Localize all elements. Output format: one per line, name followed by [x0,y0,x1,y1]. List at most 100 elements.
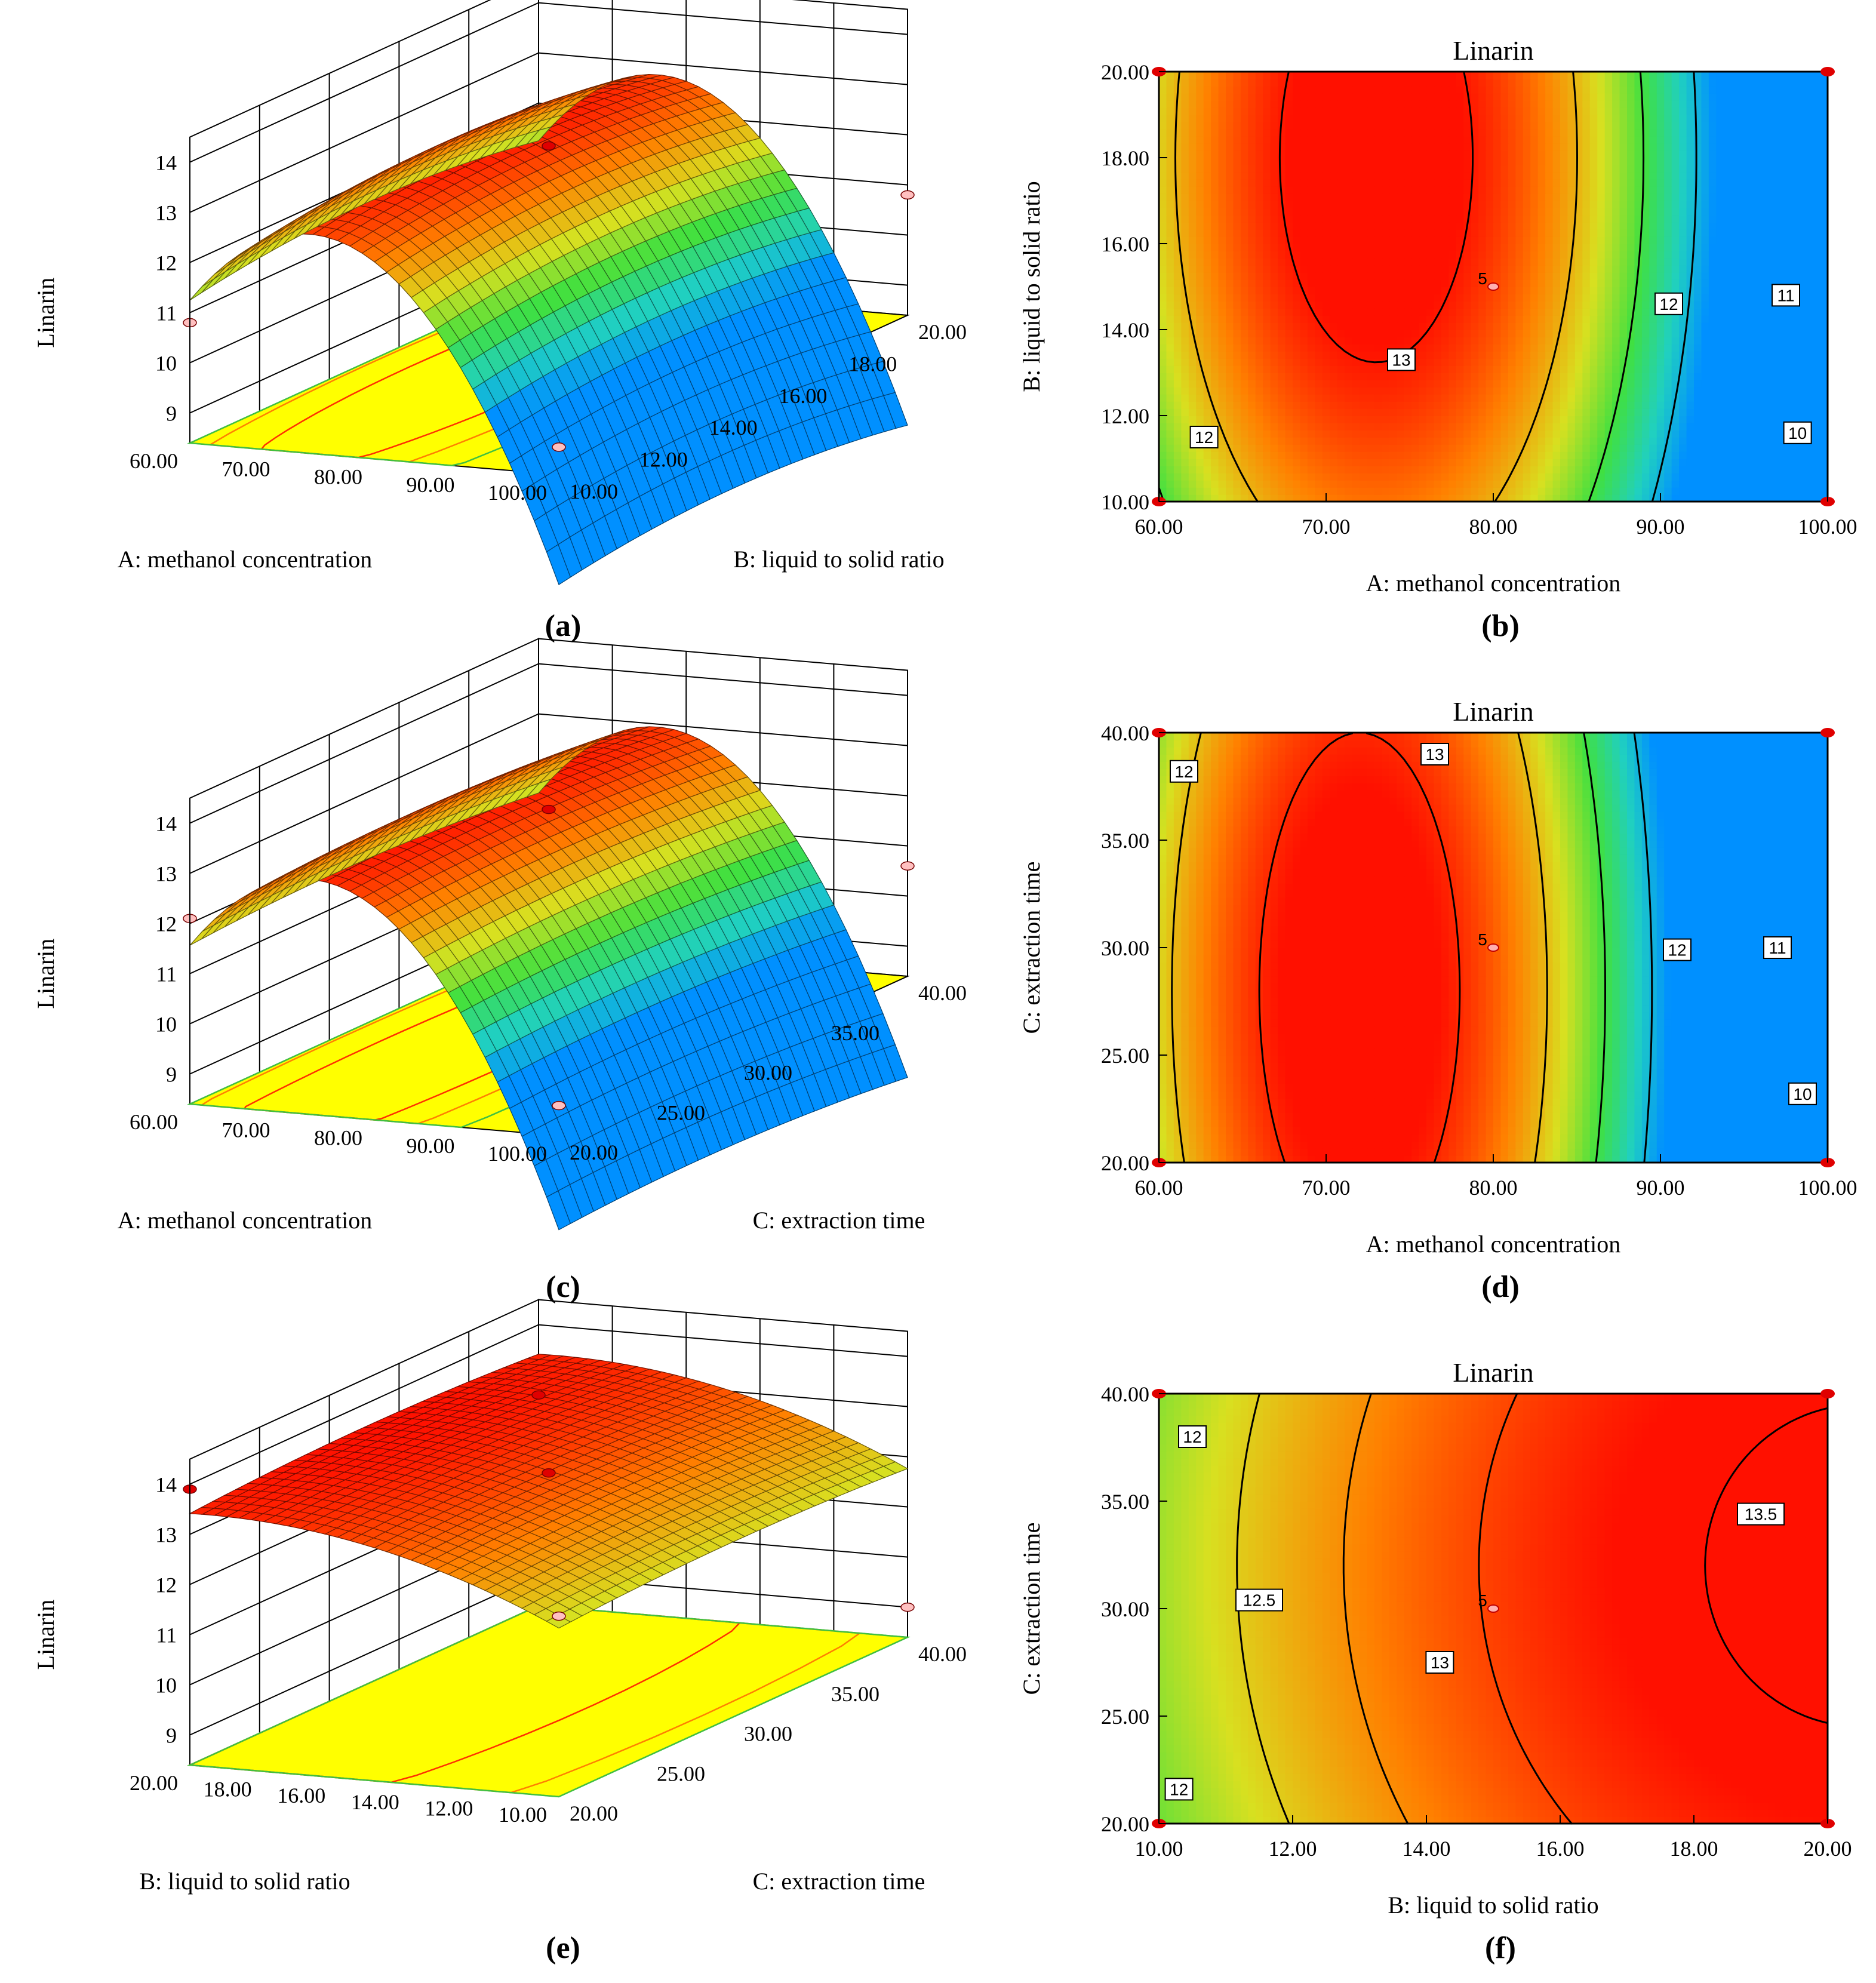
center-point-count: 5 [1478,269,1487,288]
z-tick-label: 9 [166,1063,177,1087]
y-tick-label: 14.00 [709,416,758,439]
x-tick-label: 60.00 [1135,515,1183,539]
y-tick-label: 35.00 [1101,1490,1149,1514]
design-point [900,1602,915,1612]
y-tick-label: 30.00 [1101,1597,1149,1621]
x-tick-label: 100.00 [488,1142,547,1166]
contour-label: 12 [1668,941,1686,960]
design-point [531,1390,546,1400]
y-tick-label: 20.00 [1101,60,1149,84]
x-tick-label: 80.00 [1469,1176,1518,1200]
x-tick-label: 14.00 [351,1790,399,1814]
y-tick-label: 40.00 [1101,1382,1149,1406]
y-tick-label: 35.00 [1101,829,1149,853]
contour-label: 13 [1392,351,1410,369]
x-tick-label: 70.00 [1302,1176,1351,1200]
surface-plot-a: 9 10 11 12 13 14 Linarin 60.00 70.00 80.00 90.00 10… [32,0,967,586]
x-tick-label: 10.00 [499,1803,547,1827]
x-tick-label: 90.00 [407,473,455,497]
panel-label-d: (d) [1481,1270,1520,1304]
contour-label: 10 [1793,1085,1812,1103]
panel-label-b: (b) [1481,609,1520,643]
chart-title: Linarin [1453,696,1533,727]
contour-label: 12 [1183,1428,1201,1446]
z-axis-label: Linarin [32,278,59,348]
design-point [1820,67,1835,76]
contour-label: 13.5 [1745,1505,1777,1524]
y-axis-label: C: extraction time [753,1868,925,1895]
design-point [900,190,915,200]
x-tick-label: 16.00 [277,1784,325,1807]
response-surface [189,726,908,1231]
y-tick-label: 35.00 [831,1021,879,1045]
x-tick-label: 70.00 [1302,515,1351,539]
x-tick-label: 60.00 [130,1110,178,1134]
y-tick-label: 18.00 [848,352,897,376]
y-tick-label: 10.00 [1101,490,1149,514]
panel-label-e: (e) [546,1931,580,1965]
z-tick-label: 14 [155,1473,177,1497]
design-point [552,1611,566,1621]
x-tick-label: 60.00 [1135,1176,1183,1200]
wall-gridline [189,102,908,263]
z-tick-label: 13 [155,862,177,886]
y-axis-label: C: extraction time [1018,1523,1045,1695]
y-axis-label: C: extraction time [753,1207,925,1234]
z-tick-label: 12 [155,1573,177,1597]
x-tick-label: 90.00 [1637,1176,1685,1200]
design-point [552,442,566,452]
z-axis-label: Linarin [32,1600,59,1670]
x-axis-label: A: methanol concentration [1366,570,1621,597]
z-tick-label: 14 [155,151,177,175]
x-tick-label: 18.00 [204,1778,252,1801]
center-point-count: 5 [1478,1591,1487,1610]
x-tick-label: 90.00 [1637,515,1685,539]
y-tick-label: 25.00 [657,1100,705,1124]
surface-plot-c: 9 10 11 12 13 14 Linarin 60.00 70.00 80.00 90.00 10… [32,638,967,1234]
x-tick-label: 100.00 [1798,1176,1857,1200]
y-tick-label: 20.00 [570,1140,618,1164]
z-tick-label: 11 [156,1624,177,1647]
x-tick-label: 16.00 [1536,1837,1585,1861]
y-tick-label: 20.00 [1101,1812,1149,1836]
y-tick-label: 40.00 [918,1642,967,1666]
x-tick-label: 100.00 [488,481,547,505]
y-tick-label: 10.00 [570,479,618,503]
y-tick-label: 16.00 [779,384,827,408]
design-point [1820,728,1835,737]
y-tick-label: 25.00 [1101,1044,1149,1068]
y-tick-label: 12.00 [1101,404,1149,428]
x-tick-label: 20.00 [1804,1837,1852,1861]
z-tick-label: 11 [156,302,177,325]
x-axis-label: A: methanol concentration [118,546,373,573]
y-tick-label: 16.00 [1101,232,1149,256]
surface-plot-e: 9 10 11 12 13 14 Linarin 20.00 18.00 16.00 14.00 12… [32,1299,967,1895]
y-tick-label: 20.00 [570,1801,618,1825]
y-axis-label: C: extraction time [1018,862,1045,1034]
contour-plot-f: 12 12.5 13 13.5 12 5 10.00 12.00 14.00 16.00 18.00… [1018,1357,1852,1919]
contour-label: 13 [1431,1653,1449,1672]
z-tick-label: 13 [155,1523,177,1547]
center-point [1487,282,1499,291]
floor-plane [187,1604,910,1798]
response-surface [189,73,908,586]
y-tick-label: 40.00 [918,981,967,1005]
wall-gridline [189,52,908,213]
z-tick-label: 9 [166,1724,177,1748]
contour-label: 11 [1769,939,1786,957]
contour-label: 12 [1195,428,1213,447]
contour-plot-b: 13 12 11 10 12 5 60.00 70.00 80.00 90.00 100.00 10.… [1018,35,1857,597]
contour-label: 12 [1659,295,1678,313]
contour-plot-d: 13 12 11 10 12 5 60.00 70.00 80.00 90.00 100.00 20.… [1018,696,1857,1258]
x-tick-label: 80.00 [314,465,362,489]
z-tick-label: 10 [155,1674,177,1698]
x-tick-label: 12.00 [425,1796,473,1820]
design-point [542,804,556,814]
design-point [1820,1389,1835,1398]
chart-title: Linarin [1453,35,1533,66]
z-tick-label: 10 [155,1013,177,1037]
x-tick-label: 14.00 [1403,1837,1451,1861]
z-tick-label: 10 [155,352,177,376]
z-tick-label: 9 [166,402,177,426]
y-axis-label: B: liquid to solid ratio [1018,181,1045,392]
